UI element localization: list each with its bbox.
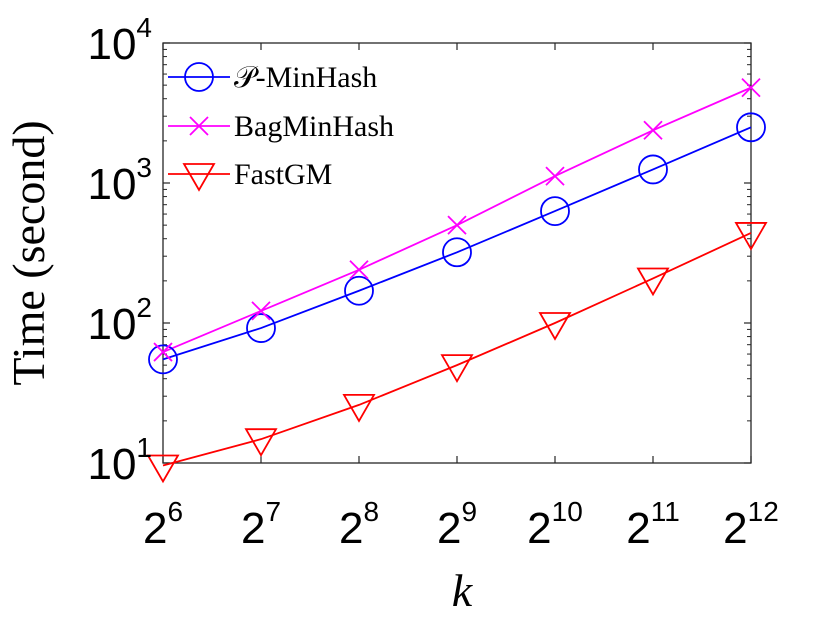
data-point-x — [251, 301, 271, 321]
data-point-circle — [344, 275, 374, 306]
plot-area — [146, 42, 768, 484]
data-point-circle — [540, 196, 570, 226]
x-tick-label: 29 — [437, 496, 477, 553]
x-tick-exponent: 6 — [167, 496, 183, 527]
x-tick-label: 212 — [723, 496, 779, 553]
legend: 𝒫-MinHash BagMinHash FastGM — [168, 61, 394, 192]
x-tick-base: 2 — [626, 504, 650, 553]
legend-item: FastGM — [168, 158, 332, 192]
data-point-circle — [148, 344, 178, 375]
y-tick-exponent: 1 — [136, 432, 152, 463]
y-tick-exponent: 4 — [136, 12, 152, 43]
x-tick-base: 2 — [241, 504, 265, 553]
legend-marker-x — [189, 116, 209, 136]
series-line-triangle-down — [162, 232, 752, 467]
legend-label: FastGM — [234, 158, 332, 191]
legend-marker-circle — [184, 62, 214, 92]
y-tick-base: 10 — [87, 20, 136, 69]
data-point-triangle-down — [342, 394, 376, 423]
data-point-x — [349, 260, 369, 280]
x-tick-exponent: 10 — [552, 496, 583, 527]
data-point-circle — [442, 237, 472, 268]
y-axis-title: Time (second) — [3, 120, 54, 385]
y-tick-label: 102 — [87, 292, 152, 349]
legend-item: 𝒫-MinHash — [168, 61, 377, 94]
x-tick-base: 2 — [143, 504, 167, 553]
data-point-x — [643, 120, 663, 140]
series-line-circle — [162, 126, 752, 361]
x-tick-base: 2 — [527, 504, 551, 553]
data-point-triangle-down — [734, 222, 768, 251]
legend-label: 𝒫-MinHash — [234, 61, 377, 94]
data-point-triangle-down — [440, 354, 474, 383]
x-tick-exponent: 11 — [651, 496, 680, 527]
x-tick-exponent: 9 — [461, 496, 477, 527]
data-point-circle — [246, 313, 276, 343]
x-tick-exponent: 12 — [748, 496, 779, 527]
data-point-triangle-down — [538, 312, 572, 341]
x-tick-label: 28 — [339, 496, 379, 553]
x-tick-base: 2 — [339, 504, 363, 553]
y-tick-base: 10 — [87, 440, 136, 489]
data-point-circle — [638, 154, 668, 185]
legend-marker-triangle-down — [182, 163, 216, 192]
x-tick-base: 2 — [723, 504, 747, 553]
y-tick-exponent: 3 — [136, 152, 152, 183]
axis-ticks — [162, 42, 752, 464]
legend-label: BagMinHash — [234, 110, 394, 143]
y-tick-label: 104 — [87, 12, 152, 69]
data-point-circle — [736, 112, 766, 143]
x-tick-label: 26 — [143, 496, 183, 553]
x-tick-label: 211 — [626, 496, 680, 553]
x-tick-base: 2 — [437, 504, 461, 553]
y-tick-label: 101 — [87, 432, 152, 489]
y-tick-label: 103 — [87, 152, 152, 209]
x-tick-exponent: 8 — [363, 496, 379, 527]
data-point-x — [545, 166, 565, 186]
data-point-x — [741, 77, 761, 98]
data-point-x — [447, 215, 467, 235]
x-tick-labels: 26 27 28 29 210 211 212 — [143, 496, 779, 553]
x-axis-title: k — [452, 565, 474, 616]
data-point-x — [153, 342, 173, 362]
series-markers — [146, 77, 768, 484]
y-tick-base: 10 — [87, 160, 136, 209]
data-point-triangle-down — [244, 428, 278, 457]
x-tick-label: 27 — [241, 496, 281, 553]
x-tick-label: 210 — [527, 496, 583, 553]
x-tick-exponent: 7 — [265, 496, 281, 527]
data-point-triangle-down — [636, 267, 670, 297]
legend-item: BagMinHash — [168, 110, 394, 143]
y-tick-exponent: 2 — [136, 292, 152, 323]
data-point-triangle-down — [146, 454, 180, 484]
y-tick-base: 10 — [87, 300, 136, 349]
